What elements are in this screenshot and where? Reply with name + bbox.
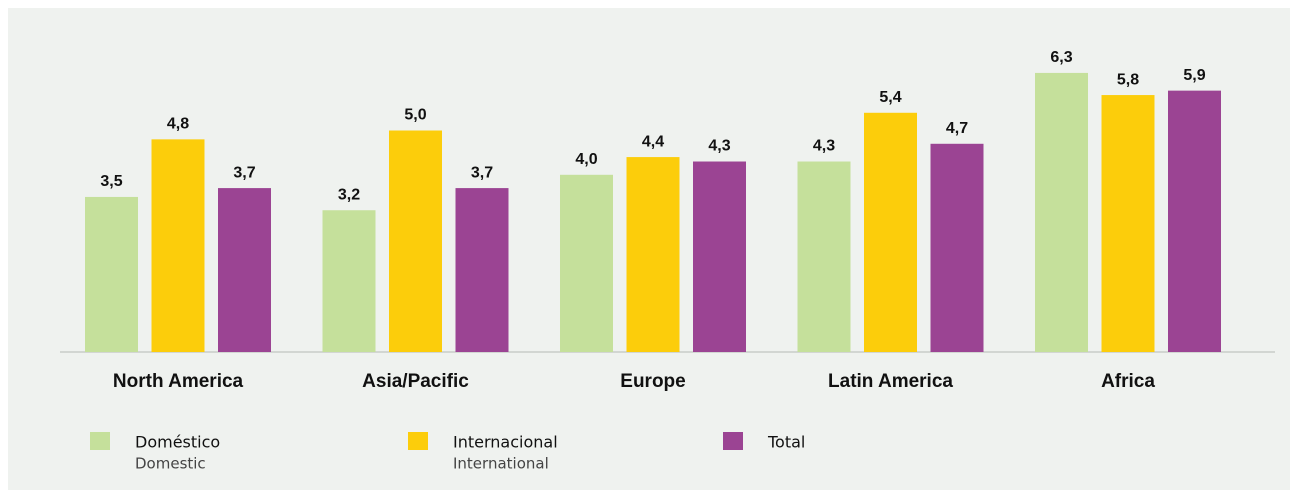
- bar: [797, 161, 851, 352]
- bar: [151, 139, 205, 352]
- legend-label: Doméstico: [135, 433, 220, 452]
- value-label: 4,3: [708, 138, 730, 155]
- bar: [1035, 72, 1088, 352]
- value-label: 4,7: [946, 120, 968, 137]
- bar: [1101, 95, 1155, 352]
- bar: [864, 112, 917, 352]
- legend-swatch: [723, 432, 743, 450]
- x-tick-label: Latin America: [828, 371, 953, 392]
- bar: [626, 157, 680, 352]
- x-tick-label: North America: [113, 371, 244, 392]
- value-label: 5,4: [879, 89, 901, 106]
- value-label: 3,5: [100, 173, 122, 190]
- bar: [1168, 90, 1221, 352]
- value-label: 4,4: [642, 133, 664, 150]
- bar: [85, 196, 138, 352]
- x-tick-label: Africa: [1101, 371, 1155, 392]
- bar: [389, 130, 442, 352]
- x-tick-label: Asia/Pacific: [362, 371, 469, 392]
- bar: [322, 210, 376, 352]
- value-label: 4,3: [813, 138, 835, 155]
- value-label: 6,3: [1050, 49, 1072, 66]
- bar: [218, 188, 271, 352]
- bar: [930, 143, 984, 352]
- bar: [455, 188, 509, 352]
- bar: [560, 174, 613, 352]
- x-tick-label: Europe: [620, 371, 685, 392]
- value-label: 4,0: [575, 151, 597, 168]
- legend-label: Total: [767, 433, 805, 452]
- legend-label: Internacional: [453, 433, 558, 452]
- legend-translation: International: [453, 455, 549, 473]
- value-label: 5,9: [1183, 67, 1205, 84]
- legend-translation: Domestic: [135, 455, 206, 473]
- value-label: 5,8: [1117, 71, 1139, 88]
- value-label: 3,7: [471, 164, 493, 181]
- bar: [693, 161, 746, 352]
- legend-swatch: [408, 432, 428, 450]
- value-label: 4,8: [167, 116, 189, 133]
- value-label: 3,2: [338, 186, 360, 203]
- value-label: 5,0: [404, 107, 426, 124]
- legend-swatch: [90, 432, 110, 450]
- value-label: 3,7: [233, 164, 255, 181]
